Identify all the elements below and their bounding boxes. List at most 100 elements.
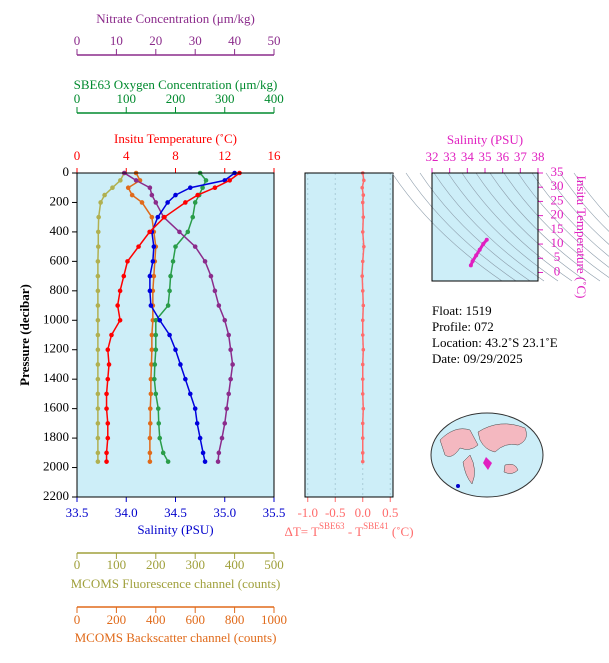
profile-point: [133, 178, 139, 183]
x-tick-label: 4: [123, 148, 130, 163]
profile-point: [155, 406, 161, 411]
ts-point: [468, 263, 473, 268]
density-contour: [475, 172, 587, 282]
world-map: [430, 412, 544, 498]
delta-point: [360, 436, 365, 440]
x-tick-label: 400: [264, 91, 284, 106]
y-tick-label: 20: [551, 207, 564, 222]
profile-point: [153, 332, 159, 338]
x-tick-label: 34.5: [164, 505, 187, 520]
x-tick-label: 20: [149, 33, 162, 48]
y-tick-label: 0: [554, 263, 561, 278]
profile-point: [173, 347, 178, 353]
y-axis-label: Insitu Temperature (˚C): [574, 175, 589, 298]
delta-point: [360, 451, 365, 455]
profile-point: [105, 421, 111, 426]
x-tick-label: 34.0: [115, 505, 138, 520]
delta-point: [360, 392, 365, 396]
x-tick-label: 0.0: [355, 505, 371, 520]
x-tick-label: 100: [117, 91, 137, 106]
float-info: Date: 09/29/2025: [432, 351, 523, 366]
profile-point: [173, 244, 178, 249]
x-tick-label: -1.0: [297, 505, 318, 520]
density-contour: [531, 172, 609, 257]
float-info: Profile: 072: [432, 319, 494, 334]
plot-background: [305, 173, 393, 497]
x-tick-label: 32: [426, 149, 439, 164]
float-location: [456, 484, 460, 488]
profile-point: [95, 435, 101, 441]
profile-point: [105, 435, 111, 441]
profile-point: [95, 362, 101, 367]
map-highlight: [483, 457, 492, 470]
y-tick-label: 800: [50, 282, 70, 297]
x-tick-label: 12: [218, 148, 231, 163]
profile-point: [157, 435, 163, 441]
x-axis-label-part: - T: [345, 524, 364, 539]
profile-point: [156, 421, 162, 426]
x-tick-label: 40: [228, 33, 241, 48]
ts-point: [474, 253, 479, 258]
profile-point: [190, 214, 196, 220]
profile-point: [125, 185, 131, 191]
profile-point: [162, 214, 167, 220]
profile-point: [222, 317, 228, 323]
x-axis-label-part: ΔT= T: [284, 524, 319, 539]
profile-point: [95, 317, 101, 323]
profile-point: [215, 459, 221, 464]
profile-point: [226, 391, 231, 397]
x-tick-label: 33.5: [66, 505, 89, 520]
profile-point: [170, 259, 176, 264]
profile-point: [202, 459, 208, 464]
map-land: [439, 428, 479, 457]
density-contour: [405, 172, 517, 282]
delta-point: [360, 377, 365, 381]
x-axis-label-part: SBE63: [319, 521, 345, 531]
density-contour: [503, 172, 609, 278]
y-tick-label: 25: [551, 192, 564, 207]
profile-point: [200, 450, 206, 456]
density-contour: [545, 172, 609, 245]
profile-point: [165, 459, 171, 464]
profile-point: [95, 450, 101, 456]
density-contour: [419, 172, 531, 282]
profile-point: [102, 192, 107, 198]
x-tick-label: 35.0: [213, 505, 236, 520]
profile-point: [95, 421, 101, 426]
y-tick-label: 2000: [43, 459, 69, 474]
y-tick-label: 35: [551, 164, 564, 179]
profile-point: [168, 273, 173, 279]
x-axis-label: MCOMS Backscatter channel (counts): [75, 630, 277, 645]
profile-point: [118, 178, 123, 183]
profile-point: [167, 288, 172, 294]
density-contour: [461, 172, 573, 282]
delta-point: [360, 185, 365, 190]
x-tick-label: -0.5: [325, 505, 346, 520]
profile-point: [139, 200, 145, 205]
profile-point: [212, 185, 218, 191]
y-tick-label: 1200: [43, 341, 69, 356]
x-tick-label: 200: [107, 612, 127, 627]
y-tick-label: 1800: [43, 429, 69, 444]
profile-point: [153, 317, 159, 323]
profile-point: [153, 200, 159, 205]
profile-point: [202, 259, 208, 264]
profile-point: [95, 332, 101, 338]
ts-point: [470, 259, 475, 264]
profile-point: [165, 200, 170, 205]
map-land: [477, 423, 527, 453]
profile-point: [98, 200, 103, 205]
x-tick-label: 0: [74, 33, 81, 48]
profile-point: [151, 273, 157, 279]
profile-point: [148, 391, 154, 397]
profile-point: [187, 185, 193, 191]
x-tick-label: 35: [479, 149, 492, 164]
profile-point: [208, 273, 214, 279]
x-tick-label: 200: [166, 91, 186, 106]
x-tick-label: 36: [496, 149, 510, 164]
y-tick-label: 1400: [43, 370, 69, 385]
delta-point: [360, 459, 365, 464]
profile-point: [95, 459, 101, 464]
profile-point: [95, 229, 101, 235]
x-tick-label: 1000: [261, 612, 287, 627]
